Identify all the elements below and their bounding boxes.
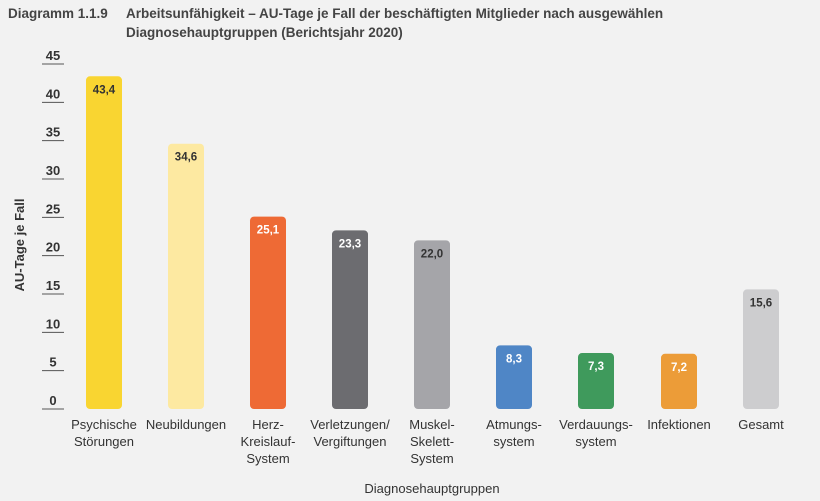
bar: [743, 289, 779, 409]
bar-value-label: 43,4: [93, 84, 116, 96]
y-tick-label: 30: [46, 163, 60, 178]
bar: [86, 76, 122, 410]
x-tick-label: Infektionen: [647, 417, 711, 432]
bar-value-label: 34,6: [175, 152, 197, 164]
bar-value-label: 7,3: [588, 361, 604, 373]
x-tick-label: Verletzungen/Vergiftungen: [310, 417, 390, 449]
y-tick-label: 10: [46, 316, 60, 331]
bar-value-label: 25,1: [257, 225, 280, 237]
bar: [168, 143, 204, 409]
x-tick-label: Muskel-Skelett-System: [409, 417, 455, 466]
x-tick-label: Neubildungen: [146, 417, 226, 432]
bar-value-label: 23,3: [339, 238, 361, 250]
y-tick-label: 20: [46, 240, 60, 255]
x-tick-label: Gesamt: [738, 417, 784, 432]
bar: [661, 353, 697, 409]
x-tick-label: Herz-Kreislauf-System: [241, 417, 296, 466]
x-tick-label: Verdauungs-system: [559, 417, 633, 449]
bar: [496, 345, 532, 409]
y-tick-label: 5: [49, 355, 56, 370]
x-tick-label: Psychische Störungen: [71, 417, 137, 449]
x-tick-label: Atmungs-system: [486, 417, 542, 449]
bar: [250, 216, 286, 409]
x-axis-label: Diagnosehauptgruppen: [364, 481, 499, 496]
y-tick-label: 0: [49, 393, 56, 408]
y-tick-label: 35: [46, 125, 60, 140]
y-tick-label: 25: [46, 201, 60, 216]
diagram-number: Diagramm 1.1.9: [8, 6, 108, 21]
x-axis-labels: Psychische Störungen Neubildungen Herz-Krei…: [71, 417, 784, 466]
y-tick-label: 45: [46, 48, 60, 63]
bar: [414, 240, 450, 409]
chart-title: Arbeitsunfähigkeit – AU-Tage je Fall der…: [126, 6, 664, 40]
bar: [578, 353, 614, 409]
y-tick-label: 40: [46, 86, 60, 101]
bars-group: 43,4 34,6 25,1 23,3 22,0 8,3 7,3 7,2 15,6: [86, 76, 779, 410]
bar-value-label: 8,3: [506, 353, 522, 365]
y-axis: 0 5 10 15 20 25 30 35 40 45: [42, 48, 64, 410]
y-tick-label: 15: [46, 278, 60, 293]
y-axis-label: AU-Tage je Fall: [12, 199, 27, 292]
bar-value-label: 15,6: [750, 297, 772, 309]
bar-value-label: 22,0: [421, 248, 443, 260]
bar: [332, 230, 368, 409]
bar-value-label: 7,2: [671, 362, 687, 374]
